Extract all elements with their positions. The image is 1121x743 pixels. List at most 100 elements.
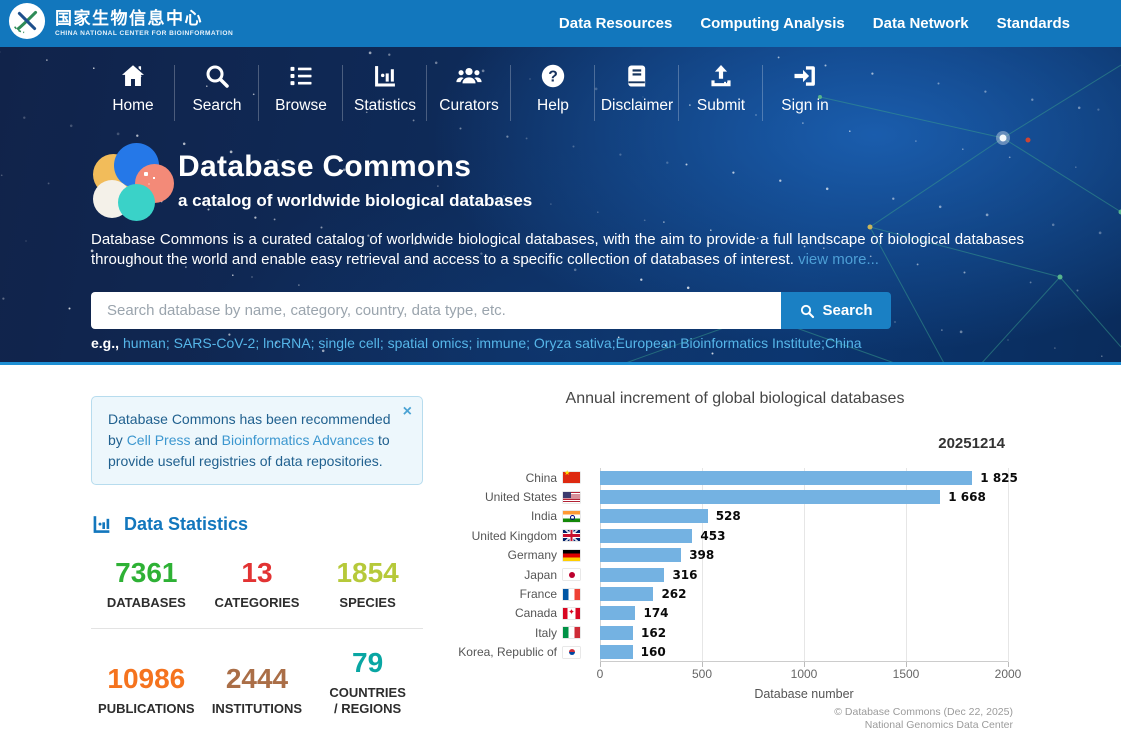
bar-track: 1 825 <box>600 470 1018 485</box>
example-link[interactable]: immune <box>476 335 527 351</box>
main-content: × Database Commons has been recommended … <box>0 365 1121 743</box>
notice-text-3: to provide useful registries of data rep… <box>108 432 390 469</box>
menu-label-browse: Browse <box>275 97 327 114</box>
example-link[interactable]: China <box>824 335 862 351</box>
chart-category: United Kingdom <box>450 529 600 543</box>
menu-label-curators: Curators <box>439 97 499 114</box>
flag-us-icon <box>563 491 580 503</box>
example-link[interactable]: SARS-CoV-2 <box>173 335 256 351</box>
bar <box>600 470 973 485</box>
stat-value: 10986 <box>107 663 186 694</box>
list-icon <box>287 60 315 90</box>
example-link[interactable]: spatial omics <box>387 335 469 351</box>
menu-item-signin[interactable]: Sign in <box>763 60 847 124</box>
chart-category-label: Canada <box>514 606 557 621</box>
stat-value: 13 <box>241 557 273 588</box>
example-separator: ; <box>310 335 319 351</box>
topnav-computing-analysis[interactable]: Computing Analysis <box>700 15 845 32</box>
bar-value-label: 398 <box>689 548 715 563</box>
example-separator: ; <box>165 335 174 351</box>
menu-item-statistics[interactable]: Statistics <box>343 60 427 124</box>
hero-description: Database Commons is a curated catalog of… <box>91 230 1024 270</box>
bar-value-label: 174 <box>643 606 669 621</box>
close-icon[interactable]: × <box>402 403 412 420</box>
example-link[interactable]: European Bioinformatics Institute <box>615 335 822 351</box>
bar-track: 162 <box>600 625 1008 640</box>
bar-value-label: 160 <box>640 645 666 660</box>
bar <box>600 567 665 582</box>
gridline <box>804 468 805 662</box>
hero-network-nodes <box>758 95 1121 317</box>
brand-subtitle-en: CHINA NATIONAL CENTER FOR BIOINFORMATION <box>55 30 234 38</box>
chart-row: Italy 162 <box>450 623 1008 642</box>
stat-value: 7361 <box>115 557 178 588</box>
chart-category-label: China <box>525 470 557 485</box>
topbar: 国家生物信息中心 CHINA NATIONAL CENTER FOR BIOIN… <box>0 0 1121 47</box>
chart-row: Germany 398 <box>450 546 1008 565</box>
bar-value-label: 1 825 <box>980 470 1018 485</box>
xtick-label: 1000 <box>790 667 818 681</box>
chart-category: France <box>450 587 600 601</box>
stat-species: 1854 SPECIES <box>312 559 423 611</box>
chart-grid <box>600 468 1009 667</box>
menu-item-disclaimer[interactable]: Disclaimer <box>595 60 679 124</box>
menu-label-home: Home <box>112 97 154 114</box>
topnav-standards[interactable]: Standards <box>996 15 1070 32</box>
view-more-link[interactable]: view more... <box>798 251 879 268</box>
search-button-icon <box>799 303 815 319</box>
topnav-data-resources[interactable]: Data Resources <box>558 15 673 32</box>
search-button[interactable]: Search <box>781 292 891 329</box>
page-subtitle: a catalog of worldwide biological databa… <box>178 191 533 210</box>
tickmark <box>906 662 907 667</box>
chart-category: United States <box>450 490 600 504</box>
bar <box>600 606 636 621</box>
chart-xticks: 0 500 1000 1500 2000 <box>597 667 1022 681</box>
hero-description-text: Database Commons is a curated catalog of… <box>91 231 1024 268</box>
chart-category-label: United Kingdom <box>471 528 557 543</box>
menu-item-browse[interactable]: Browse <box>259 60 343 124</box>
chart-row: Japan 316 <box>450 565 1008 584</box>
example-link[interactable]: lncRNA <box>263 335 311 351</box>
recommendation-notice: × Database Commons has been recommended … <box>91 396 423 485</box>
menu-item-curators[interactable]: Curators <box>427 60 511 124</box>
stat-databases: 7361 DATABASES <box>91 559 202 611</box>
gridline <box>600 468 601 662</box>
example-link[interactable]: Oryza sativa <box>533 335 612 351</box>
chart-xaxis-label: Database number <box>754 687 854 701</box>
menu-item-help[interactable]: ? Help <box>511 60 595 124</box>
chart-category: Korea, Republic of <box>450 645 600 659</box>
bar <box>600 645 633 660</box>
example-links: human; SARS-CoV-2; lncRNA; single cell; … <box>123 335 862 351</box>
menu-item-home[interactable]: Home <box>91 60 175 124</box>
bar-value-label: 453 <box>700 528 726 543</box>
people-icon <box>455 60 483 90</box>
search-input[interactable] <box>91 292 781 329</box>
example-separator: ; <box>379 335 388 351</box>
search-bar: Search <box>91 292 891 329</box>
menu-label-statistics: Statistics <box>353 97 416 114</box>
book-icon <box>623 60 651 90</box>
bar <box>600 509 708 524</box>
chart-row: China 1 825 <box>450 468 1018 487</box>
data-statistics-title: Data Statistics <box>124 514 249 534</box>
chart-category-label: Italy <box>534 625 557 640</box>
xtick-label: 500 <box>691 667 713 681</box>
topnav-data-network[interactable]: Data Network <box>872 15 969 32</box>
data-statistics-header: Data Statistics <box>91 514 423 535</box>
cell-press-link[interactable]: Cell Press <box>126 432 191 448</box>
cncb-logo[interactable]: 国家生物信息中心 CHINA NATIONAL CENTER FOR BIOIN… <box>8 2 233 45</box>
menu-label-signin: Sign in <box>781 97 829 114</box>
bar-value-label: 316 <box>672 567 698 582</box>
menu-item-search[interactable]: Search <box>175 60 259 124</box>
annual-increment-chart: Annual increment of global biological da… <box>450 365 1022 743</box>
example-separator: ; <box>611 335 616 351</box>
bioinformatics-advances-link[interactable]: Bioinformatics Advances <box>221 432 375 448</box>
example-link[interactable]: single cell <box>318 335 380 351</box>
stats-divider <box>91 628 423 629</box>
bar-track: 316 <box>600 567 1008 582</box>
menu-item-submit[interactable]: Submit <box>679 60 763 124</box>
example-link[interactable]: human <box>123 335 166 351</box>
chart-category-label: France <box>519 587 557 602</box>
example-separator: ; <box>821 335 825 351</box>
